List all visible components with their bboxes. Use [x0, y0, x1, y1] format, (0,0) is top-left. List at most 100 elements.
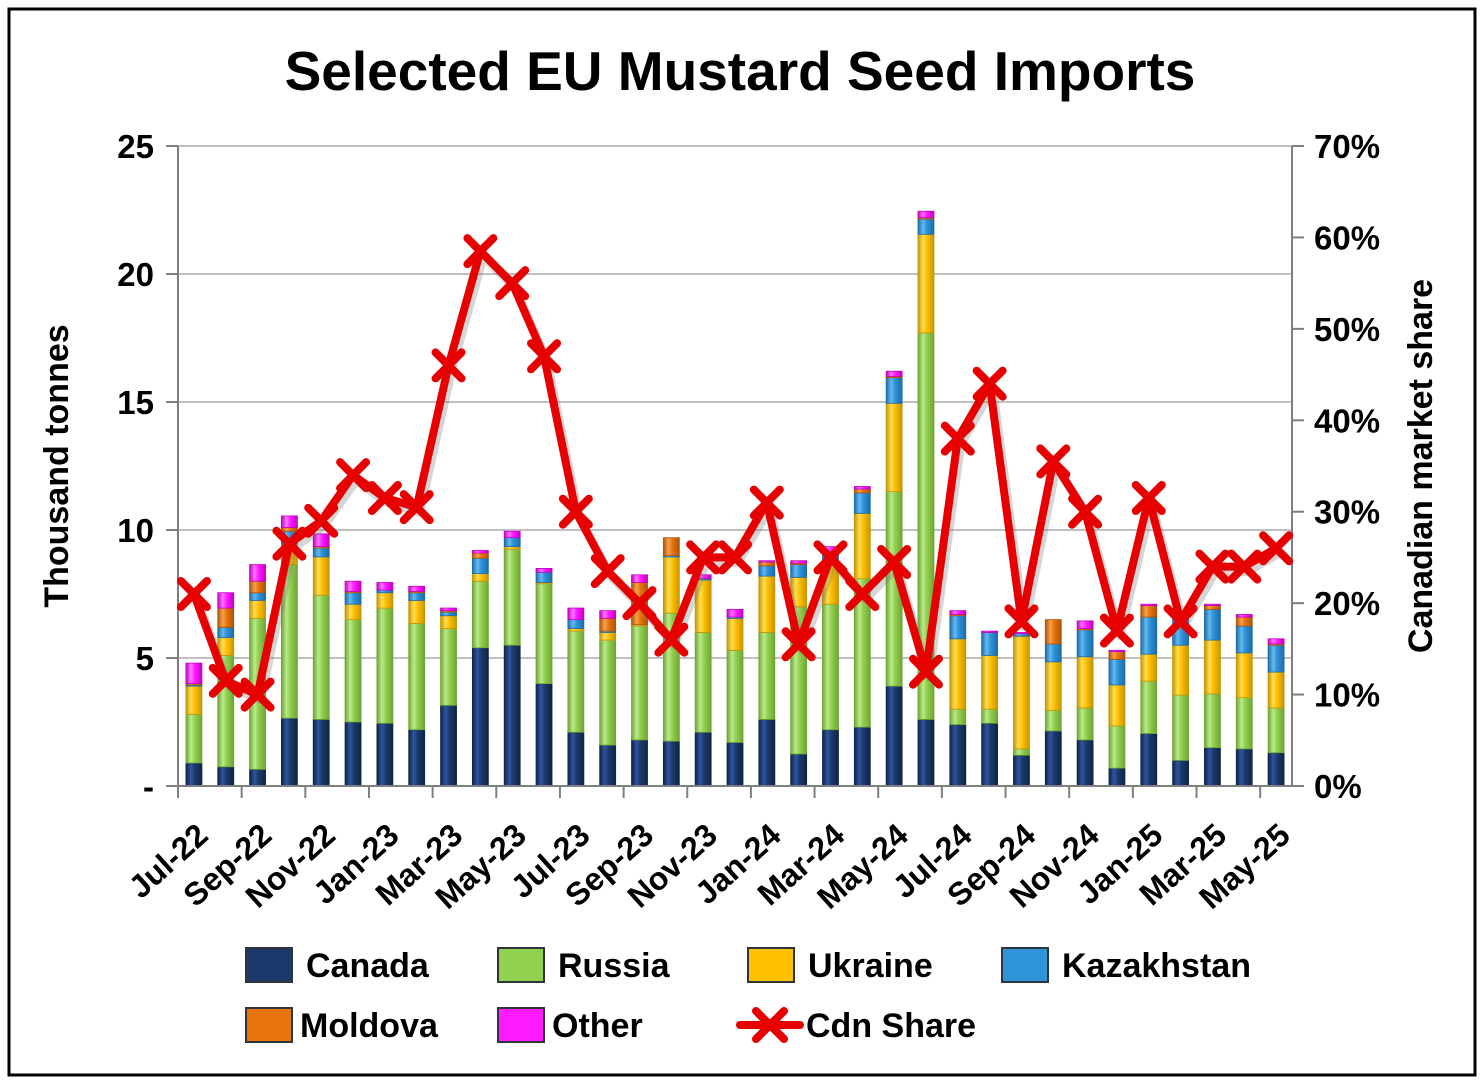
bar-Nov-22	[312, 533, 330, 787]
bar-segment-russia	[1235, 697, 1253, 750]
other-swatch-icon	[497, 1007, 545, 1043]
bar-Oct-22	[280, 515, 298, 787]
bar-segment-canada	[1172, 760, 1189, 787]
bar-Dec-22	[344, 580, 362, 787]
bar-segment-kazakhstan	[312, 547, 330, 558]
bar-segment-canada	[567, 731, 585, 787]
y2-axis-tick-label: 10%	[1314, 677, 1380, 714]
bar-segment-kazakhstan	[1235, 625, 1253, 654]
y2-axis-tick-label: 20%	[1314, 585, 1380, 622]
cdn-share-marker	[654, 622, 689, 657]
legend-label: Ukraine	[808, 947, 933, 985]
y-axis-ticks: 25 20 15 10 5 -	[117, 128, 178, 805]
cdn-share-marker	[367, 481, 402, 515]
bar-segment-russia	[471, 580, 489, 649]
legend-item-ukraine: Ukraine	[747, 947, 933, 985]
y-axis-tick-label: -	[143, 768, 154, 805]
bar-segment-russia	[1267, 707, 1285, 754]
cdn-share-marker	[304, 503, 339, 538]
bar-Nov-24	[1076, 620, 1094, 787]
legend-label: Moldova	[300, 1007, 439, 1045]
bar-segment-ukraine	[312, 556, 330, 596]
bar-segment-kazakhstan	[249, 592, 266, 601]
bar-segment-moldova	[471, 552, 489, 559]
bar-segment-kazakhstan	[1204, 608, 1221, 641]
bar-segment-russia	[949, 708, 967, 725]
cdn-share-marker	[208, 663, 243, 698]
y2-axis-tick-label: 0%	[1314, 768, 1362, 805]
bar-segment-russia	[822, 603, 839, 731]
bar-segment-other	[344, 580, 362, 592]
bar-segment-canada	[949, 724, 967, 787]
bar-Apr-25	[1235, 614, 1253, 787]
bar-segment-ukraine	[726, 617, 744, 651]
bar-segment-ukraine	[1076, 656, 1094, 709]
bar-segment-ukraine	[1013, 635, 1030, 750]
cdn-share-marker	[972, 366, 1007, 401]
bar-segment-other	[981, 630, 999, 633]
bar-segment-russia	[1172, 694, 1189, 761]
bar-Apr-23	[471, 550, 489, 787]
bar-Jul-23	[567, 607, 585, 787]
bar-segment-other	[249, 564, 266, 582]
bar-segment-moldova	[1204, 605, 1221, 610]
bar-segment-russia	[631, 625, 648, 741]
moldova-swatch-icon	[245, 1007, 293, 1043]
y-axis-tick-label: 5	[136, 640, 154, 677]
cdn-share-marker	[1227, 549, 1262, 584]
cdn-share-marker	[240, 677, 275, 712]
cdn-share-marker	[781, 627, 816, 662]
cdn-share-marker	[1099, 613, 1134, 648]
bar-segment-other	[312, 533, 330, 548]
bar-segment-kazakhstan	[408, 592, 426, 601]
bar-segment-ukraine	[1204, 639, 1221, 695]
y-axis-tick-label: 15	[117, 384, 154, 421]
bar-segment-canada	[853, 726, 871, 787]
bar-segment-kazakhstan	[344, 592, 362, 605]
bar-segment-russia	[440, 628, 457, 706]
bar-segment-russia	[344, 619, 362, 723]
bar-segment-canada	[408, 729, 426, 787]
bar-segment-kazakhstan	[1076, 629, 1094, 658]
bar-segment-other	[599, 610, 617, 619]
bar-segment-moldova	[599, 617, 617, 632]
bar-segment-moldova	[1140, 605, 1158, 618]
bar-segment-other	[949, 610, 967, 615]
bar-segment-ukraine	[1172, 644, 1189, 696]
bar-Aug-23	[599, 610, 617, 787]
cdn-share-marker	[431, 348, 466, 383]
legend-item-kazakhstan: Kazakhstan	[1001, 947, 1251, 985]
bar-segment-canada	[599, 744, 617, 787]
bar-segment-other	[567, 607, 585, 621]
cdn-share-marker	[558, 494, 593, 529]
bar-Apr-24	[853, 486, 871, 787]
bar-segment-canada	[822, 729, 839, 787]
bar-segment-other	[440, 607, 457, 612]
bar-segment-canada	[217, 766, 235, 787]
bar-segment-russia	[185, 713, 203, 764]
bar-Feb-25	[1172, 614, 1189, 787]
bar-segment-other	[917, 210, 935, 219]
bar-segment-kazakhstan	[1044, 643, 1062, 663]
bar-segment-canada	[1108, 767, 1126, 787]
bar-segment-kazakhstan	[949, 615, 967, 640]
gridlines	[178, 145, 1292, 659]
bar-segment-canada	[1140, 733, 1158, 787]
y-axis-tick-label: 20	[117, 256, 154, 293]
bar-segment-other	[471, 550, 489, 554]
bar-segment-kazakhstan	[1140, 616, 1158, 655]
bar-segment-canada	[535, 683, 553, 787]
bar-segment-kazakhstan	[1267, 644, 1285, 673]
bar-segment-russia	[1108, 725, 1126, 769]
bar-segment-ukraine	[599, 632, 617, 641]
bar-segment-other	[408, 585, 426, 592]
bar-segment-russia	[599, 639, 617, 746]
bar-Mar-23	[440, 607, 457, 787]
bar-segment-other	[726, 608, 744, 618]
y2-axis-tick-label: 50%	[1314, 311, 1380, 348]
bar-May-24	[885, 370, 903, 787]
bar-segment-russia	[1140, 680, 1158, 734]
bar-Oct-24	[1044, 619, 1062, 787]
bar-segment-other	[1267, 638, 1285, 645]
